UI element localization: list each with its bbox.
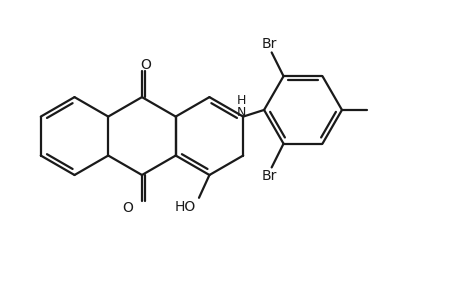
- Text: O: O: [122, 201, 133, 215]
- Text: O: O: [140, 58, 151, 72]
- Text: H
N: H N: [237, 94, 246, 119]
- Text: Br: Br: [261, 169, 277, 183]
- Text: Br: Br: [261, 37, 277, 51]
- Text: HO: HO: [175, 200, 196, 214]
